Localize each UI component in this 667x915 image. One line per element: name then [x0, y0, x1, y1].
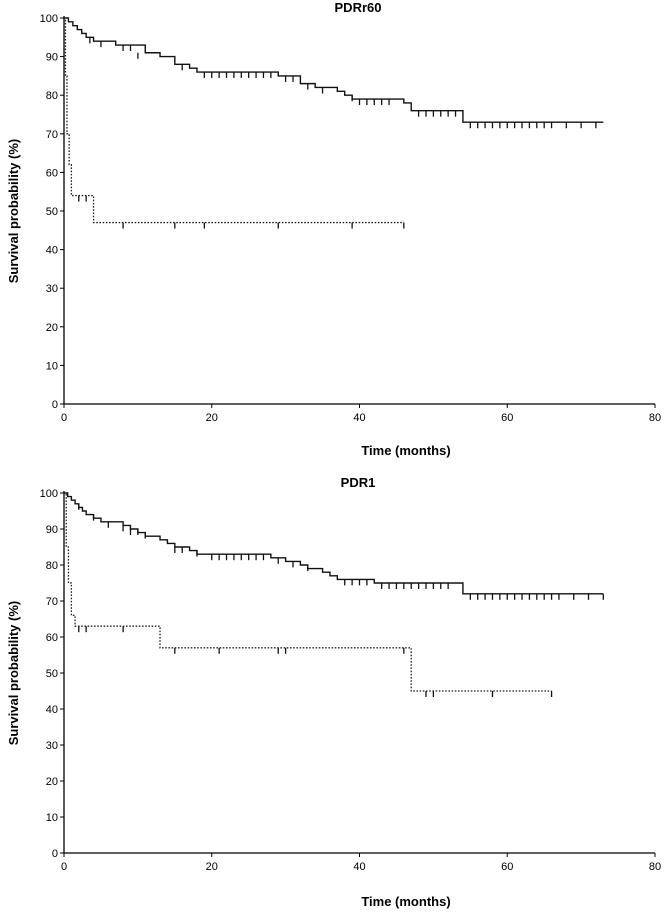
- x-tick-label: 80: [649, 412, 661, 424]
- y-tick-label: 0: [52, 399, 58, 411]
- x-axis-label: Time (months): [361, 894, 450, 909]
- y-tick-label: 0: [52, 848, 58, 860]
- survival-curve-solid: [64, 492, 604, 595]
- y-tick-label: 100: [40, 488, 58, 500]
- x-tick-label: 60: [501, 861, 513, 873]
- survival-curve-dotted: [64, 17, 404, 224]
- y-tick-label: 90: [46, 52, 58, 64]
- x-tick-label: 0: [61, 412, 67, 424]
- survival-curve-dotted: [64, 492, 552, 692]
- y-tick-label: 10: [46, 812, 58, 824]
- y-tick-label: 70: [46, 596, 58, 608]
- y-tick-label: 70: [46, 129, 58, 141]
- survival-curve-solid: [64, 17, 604, 123]
- y-tick-label: 30: [46, 283, 58, 295]
- y-tick-label: 50: [46, 668, 58, 680]
- y-tick-label: 20: [46, 322, 58, 334]
- y-tick-label: 40: [46, 245, 58, 257]
- x-tick-label: 80: [649, 861, 661, 873]
- x-tick-label: 20: [206, 412, 218, 424]
- y-tick-label: 20: [46, 776, 58, 788]
- x-axis-label: Time (months): [361, 443, 450, 458]
- x-tick-label: 40: [353, 412, 365, 424]
- y-tick-label: 10: [46, 360, 58, 372]
- y-tick-label: 30: [46, 740, 58, 752]
- panel-pdr1: PDR1 0 10 20 30 40 50 60 70 80 90 100 0 20 40 60 80 Time …: [6, 475, 661, 909]
- x-tick-label: 0: [61, 861, 67, 873]
- x-tick-label: 40: [353, 861, 365, 873]
- y-tick-label: 100: [40, 13, 58, 25]
- y-tick-label: 50: [46, 206, 58, 218]
- y-tick-label: 80: [46, 560, 58, 572]
- y-tick-label: 80: [46, 90, 58, 102]
- x-tick-label: 20: [206, 861, 218, 873]
- x-tick-label: 60: [501, 412, 513, 424]
- chart-title: PDRr60: [335, 0, 382, 15]
- chart-title: PDR1: [341, 475, 376, 490]
- panel-pdrr60: PDRr60 0 10 20 30 40 50 60 70 80 90 100 0 20 40 60 80 Tim…: [6, 0, 661, 458]
- y-axis-label: Survival probability (%): [6, 139, 21, 283]
- y-tick-label: 90: [46, 524, 58, 536]
- y-axis-label: Survival probability (%): [6, 601, 21, 745]
- y-tick-label: 60: [46, 167, 58, 179]
- y-tick-label: 60: [46, 632, 58, 644]
- y-tick-label: 40: [46, 704, 58, 716]
